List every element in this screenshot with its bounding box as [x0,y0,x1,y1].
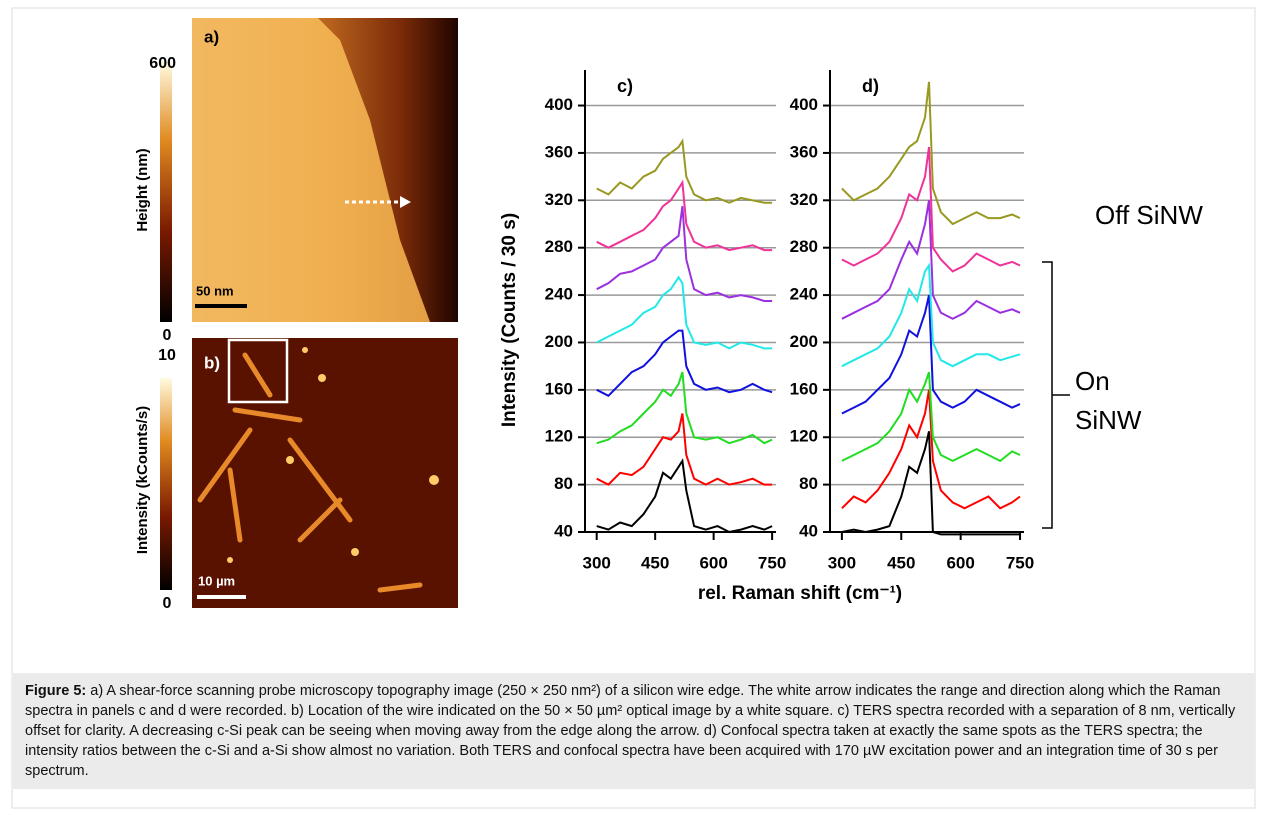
y-tick-label: 320 [545,190,573,209]
panel-label: c) [617,76,633,96]
panel-label: b) [204,353,220,372]
spectrum [597,461,772,532]
y-tick-label: 240 [790,285,818,304]
y-tick-label: 40 [554,521,573,540]
spot [227,557,233,563]
scale-bar-label: 10 µm [198,573,235,588]
y-tick-label: 160 [790,379,818,398]
x-tick-label: 750 [1006,553,1034,572]
annotation: Off SiNW [1095,200,1203,230]
colorbar-label: Height (nm) [134,148,151,231]
y-tick-label: 360 [790,142,818,161]
colorbar [160,378,172,590]
spot [351,548,359,556]
spot [429,475,439,485]
x-tick-label: 600 [699,553,727,572]
colorbar-max: 600 [149,55,176,72]
x-axis-label: rel. Raman shift (cm⁻¹) [698,583,902,604]
caption-label: Figure 5: [25,683,86,699]
y-tick-label: 80 [799,474,818,493]
y-tick-label: 80 [554,474,573,493]
x-tick-label: 600 [946,553,974,572]
spot [318,374,326,382]
y-tick-label: 200 [790,332,818,351]
x-tick-label: 450 [887,553,915,572]
y-tick-label: 120 [790,427,818,446]
colorbar-max: 10 [158,347,176,364]
y-tick-label: 40 [799,521,818,540]
colorbar-min: 0 [163,595,172,612]
spectrum [842,372,1020,461]
x-tick-label: 450 [641,553,669,572]
panel-label: a) [204,27,219,46]
y-tick-label: 400 [545,95,573,114]
bracket [1042,262,1070,528]
y-tick-label: 160 [545,379,573,398]
spot [302,347,308,353]
y-tick-label: 120 [545,427,573,446]
colorbar [160,62,172,322]
x-tick-label: 300 [583,553,611,572]
panel-label: d) [862,76,879,96]
y-tick-label: 320 [790,190,818,209]
spectrum [597,277,772,348]
y-tick-label: 280 [545,237,573,256]
caption: Figure 5: a) A shear-force scanning prob… [13,673,1255,789]
y-tick-label: 400 [790,95,818,114]
scale-bar-label: 50 nm [196,283,234,298]
colorbar-label: Intensity (kCounts/s) [134,406,151,554]
y-tick-label: 200 [545,332,573,351]
y-tick-label: 360 [545,142,573,161]
annotation: SiNW [1075,405,1142,435]
annotation: On [1075,366,1110,396]
x-tick-label: 750 [758,553,786,572]
x-tick-label: 300 [828,553,856,572]
page: 600 0 Height (nm) a) 50 nm 10 0 Intensit… [0,0,1265,818]
y-tick-label: 280 [790,237,818,256]
colorbar-min: 0 [163,327,172,344]
spectrum [597,206,772,301]
caption-text: a) A shear-force scanning probe microsco… [25,683,1235,779]
y-tick-label: 240 [545,285,573,304]
spot [286,456,294,464]
y-axis-label: Intensity (Counts / 30 s) [499,213,520,427]
